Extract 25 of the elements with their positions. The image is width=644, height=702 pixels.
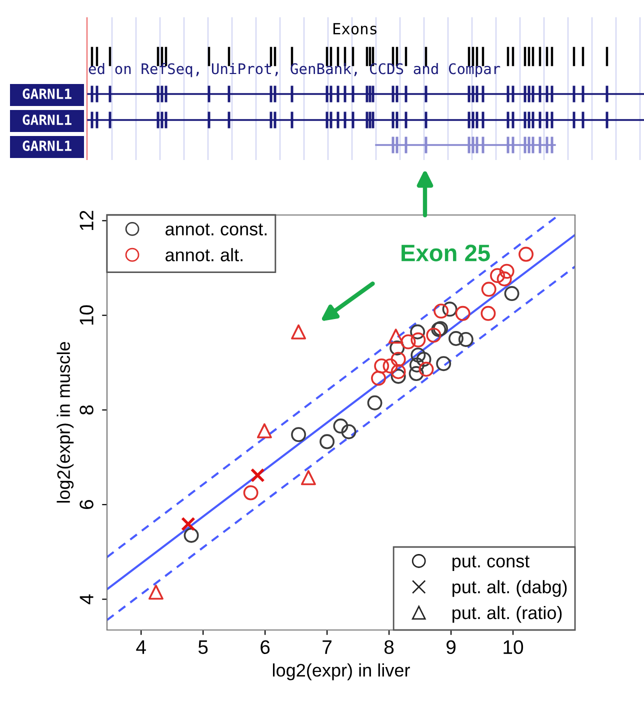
x-axis-title: log2(expr) in liver (272, 663, 410, 680)
annotation: put. const (452, 556, 530, 572)
x-tick-label: 9 (446, 640, 456, 654)
y-tick-label: 12 (80, 210, 94, 230)
y-tick-label: 6 (80, 500, 94, 510)
x-tick-label: 6 (260, 640, 270, 654)
y-axis-title: log2(expr) in muscle (56, 342, 74, 503)
annotation: put. alt. (dabg) (452, 580, 567, 597)
y-tick-label: 8 (80, 405, 94, 415)
x-tick-label: 8 (384, 640, 394, 654)
text: GARNL1 (22, 114, 72, 126)
annotation: Exon 25 (402, 244, 490, 262)
x-tick-label: 7 (322, 640, 332, 654)
y-tick-label: 10 (80, 305, 94, 325)
annotation: put. alt. (ratio) (452, 606, 562, 623)
text: GARNL1 (22, 88, 72, 100)
y-tick-label: 4 (80, 594, 94, 604)
legend-label: annot. alt. (166, 248, 242, 262)
x-tick-label: 10 (504, 640, 524, 654)
legend-label: annot. const. (166, 224, 267, 236)
x-tick-label: 5 (198, 640, 208, 654)
text: Exons (333, 23, 376, 34)
x-tick-label: 4 (136, 640, 146, 654)
text: ed on RefSeq, UniProt, GenBank, CCDS and Compar (88, 62, 500, 78)
text: GARNL1 (22, 140, 72, 152)
